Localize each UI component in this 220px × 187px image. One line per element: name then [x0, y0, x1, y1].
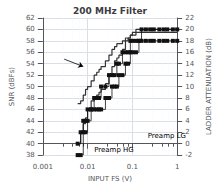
svg-text:20: 20	[185, 25, 194, 33]
svg-text:56: 56	[26, 48, 35, 56]
svg-text:46: 46	[26, 105, 35, 113]
svg-text:0.001: 0.001	[33, 163, 53, 171]
svg-text:6: 6	[185, 105, 190, 113]
svg-text:200 MHz Filter: 200 MHz Filter	[73, 6, 148, 16]
svg-text:Preamp LG: Preamp LG	[148, 132, 186, 140]
svg-text:42: 42	[26, 128, 35, 136]
svg-text:22: 22	[185, 14, 194, 22]
svg-text:14: 14	[185, 60, 194, 68]
svg-text:16: 16	[185, 48, 194, 56]
svg-text:-2: -2	[185, 151, 192, 159]
svg-text:0.01: 0.01	[80, 163, 96, 171]
svg-text:50: 50	[26, 83, 35, 91]
svg-text:4: 4	[185, 117, 190, 125]
svg-text:38: 38	[26, 151, 35, 159]
svg-text:52: 52	[26, 71, 35, 79]
svg-text:1: 1	[175, 163, 179, 171]
svg-text:18: 18	[185, 37, 194, 45]
svg-text:10: 10	[185, 83, 194, 91]
svg-text:INPUT FS (V): INPUT FS (V)	[88, 175, 132, 183]
svg-text:62: 62	[26, 14, 35, 22]
svg-text:0: 0	[185, 140, 189, 148]
svg-text:Preamp HG: Preamp HG	[94, 146, 134, 154]
svg-text:54: 54	[26, 60, 35, 68]
svg-text:12: 12	[185, 71, 194, 79]
svg-text:SNR (dBFs): SNR (dBFs)	[8, 67, 16, 106]
svg-text:48: 48	[26, 94, 35, 102]
svg-text:40: 40	[26, 140, 35, 148]
svg-text:8: 8	[185, 94, 189, 102]
svg-text:44: 44	[26, 117, 35, 125]
svg-text:LADDER ATTENUATION (dB): LADDER ATTENUATION (dB)	[205, 38, 213, 135]
svg-text:2: 2	[185, 128, 190, 137]
svg-text:0.1: 0.1	[127, 163, 138, 171]
svg-text:60: 60	[26, 25, 35, 33]
svg-text:58: 58	[26, 37, 35, 45]
